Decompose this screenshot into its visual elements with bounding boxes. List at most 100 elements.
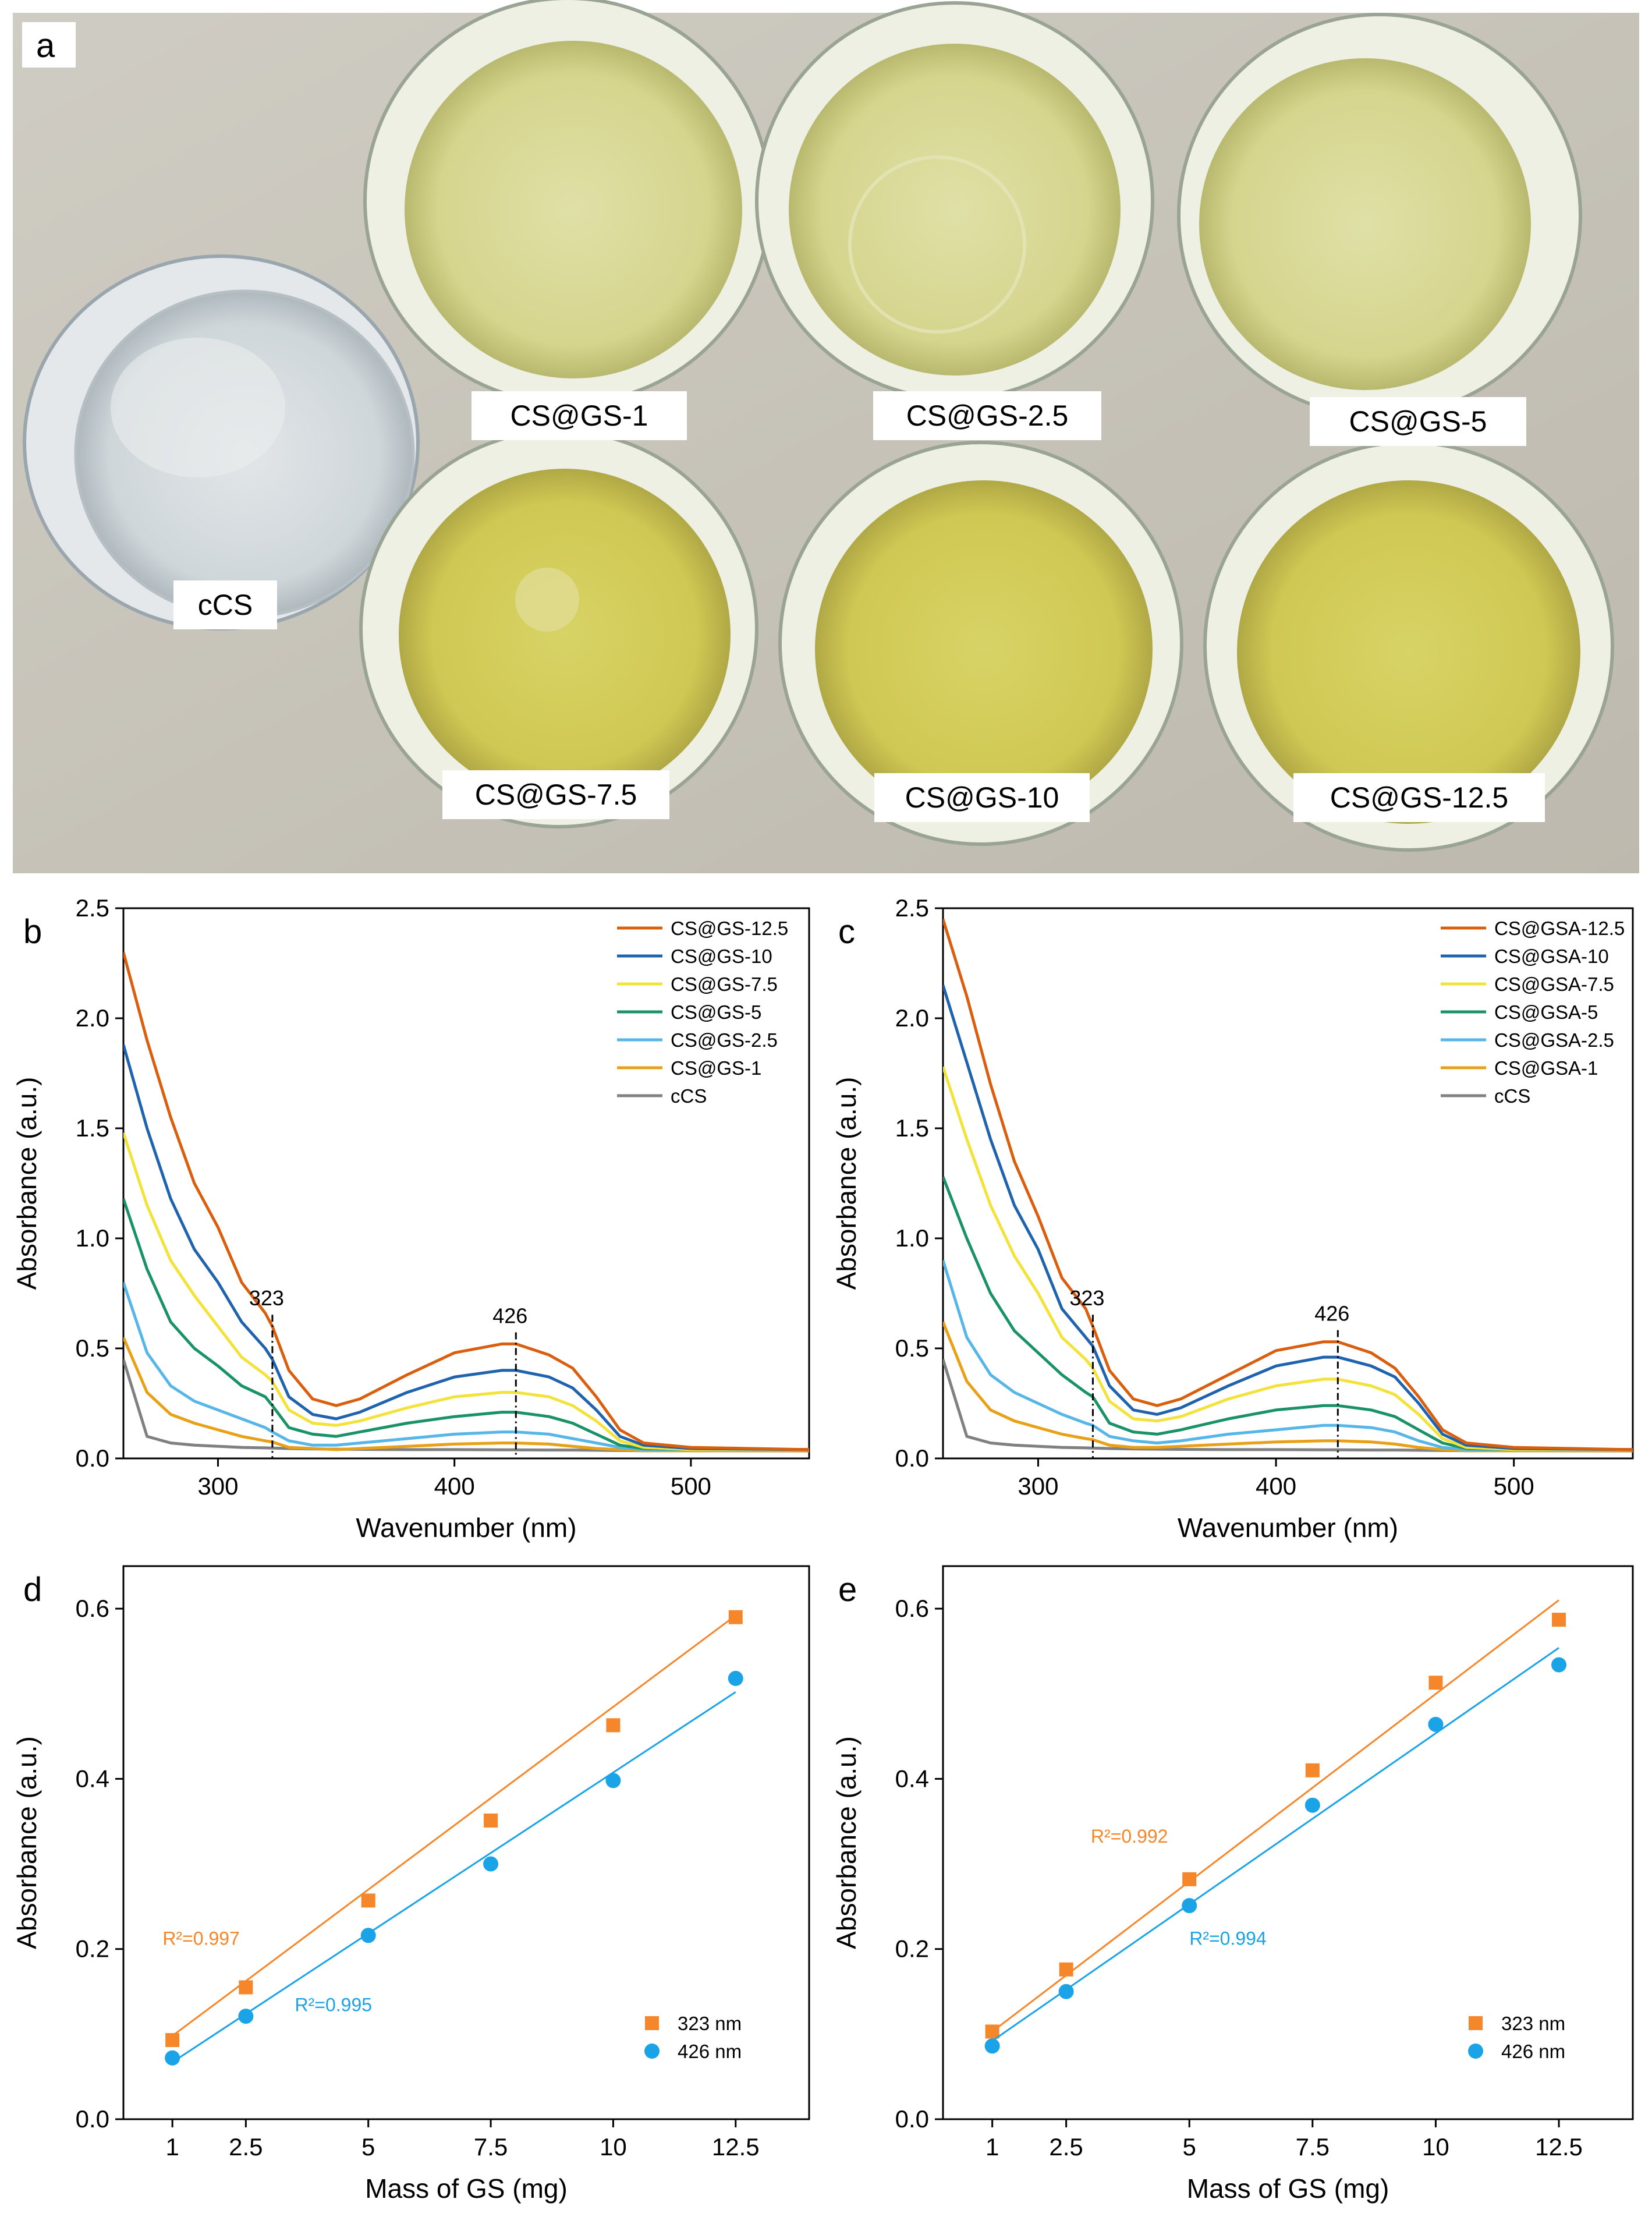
y-tick-label: 1.0 (76, 1224, 109, 1252)
series-line-CS@GS-10 (123, 1044, 809, 1451)
series-line-CS@GSA-1 (943, 1321, 1633, 1453)
x-tick-label: 2.5 (1049, 2133, 1083, 2161)
x-tick-label: 300 (1018, 1472, 1058, 1500)
data-point-323 nm (239, 1980, 253, 1995)
y-tick-label: 0.6 (895, 1595, 929, 1622)
legend-label-323 nm: 323 nm (1501, 2013, 1565, 2034)
data-point-323 nm (728, 1610, 743, 1624)
x-axis-title: Mass of GS (mg) (1187, 2173, 1389, 2204)
y-tick-label: 0.0 (76, 2105, 109, 2133)
label-gs-1: CS@GS-1 (511, 399, 648, 432)
y-axis-title: Absorbance (a.u.) (831, 1736, 862, 1949)
label-gs-12.5: CS@GS-12.5 (1330, 781, 1508, 814)
y-tick-label: 1.5 (76, 1114, 109, 1142)
x-tick-label: 10 (1422, 2133, 1449, 2161)
panel-letter-d: d (23, 1571, 42, 1609)
legend-label-cCS: cCS (671, 1085, 707, 1107)
x-tick-label: 2.5 (229, 2133, 263, 2161)
dish-gs-7.5 (359, 429, 758, 828)
series-line-CS@GSA-5 (943, 1176, 1633, 1451)
y-axis-title: Absorbance (a.u.) (12, 1077, 42, 1290)
y-tick-label: 2.0 (76, 1004, 109, 1032)
y-tick-label: 0.0 (76, 1444, 109, 1472)
x-tick-label: 5 (361, 2133, 375, 2161)
fit-line-426 nm (172, 1691, 736, 2063)
data-point-426 nm (483, 1856, 499, 1872)
annotation-label-323: 323 (249, 1286, 284, 1310)
data-point-323 nm (1552, 1613, 1566, 1627)
data-point-323 nm (1305, 1763, 1320, 1777)
chart-panel-b: b 0.0 0.5 1.0 1.5 2.0 2.5 300 400 500 Wavenumber (… (12, 894, 810, 1543)
panel-letter-b: b (23, 913, 42, 951)
dish-gs-5 (1177, 13, 1582, 418)
data-point-426 nm (238, 2009, 254, 2024)
legend-label-CS@GSA-5: CS@GSA-5 (1494, 1001, 1598, 1023)
series-line-CS@GSA-10 (943, 984, 1633, 1451)
legend-label-cCS: cCS (1494, 1085, 1530, 1107)
x-tick-label: 12.5 (712, 2133, 760, 2161)
series-line-CS@GS-12.5 (123, 951, 809, 1451)
data-point-323 nm (985, 2024, 999, 2039)
data-point-426 nm (165, 2050, 180, 2066)
legend-label-323 nm: 323 nm (678, 2013, 742, 2034)
x-axis-title: Wavenumber (nm) (1178, 1513, 1398, 1543)
series-line-cCS (943, 1359, 1633, 1453)
data-point-426 nm (1304, 1797, 1320, 1813)
dish-empty (23, 254, 420, 631)
legend-label-CS@GSA-12.5: CS@GSA-12.5 (1494, 918, 1625, 939)
data-point-426 nm (1182, 1898, 1197, 1914)
legend-label-CS@GS-2.5: CS@GS-2.5 (671, 1029, 778, 1051)
dish-gs-12.5 (1203, 441, 1614, 852)
legend-label-CS@GSA-1: CS@GSA-1 (1494, 1057, 1598, 1079)
label-gs-2.5: CS@GS-2.5 (906, 399, 1069, 432)
y-tick-label: 2.5 (895, 894, 929, 922)
legend-label-CS@GS-1: CS@GS-1 (671, 1057, 761, 1079)
x-tick-label: 1 (985, 2133, 999, 2161)
panel-letter-a: a (36, 27, 55, 65)
legend-marker-323 nm (645, 2016, 659, 2030)
data-point-426 nm (1551, 1657, 1567, 1673)
legend-marker-426 nm (1468, 2044, 1483, 2059)
y-tick-label: 0.6 (76, 1595, 109, 1622)
y-tick-label: 0.4 (76, 1765, 109, 1792)
dish-gs-1 (363, 0, 772, 405)
annotation-label-426: 426 (1314, 1302, 1349, 1326)
dish-gs-2.5 (755, 1, 1154, 401)
label-gs-5: CS@GS-5 (1349, 405, 1487, 438)
plot-frame (942, 907, 1634, 1460)
x-tick-label: 7.5 (474, 2133, 508, 2161)
x-tick-label: 1 (165, 2133, 179, 2161)
legend-label-CS@GS-12.5: CS@GS-12.5 (671, 918, 788, 939)
x-tick-label: 7.5 (1296, 2133, 1330, 2161)
series-line-CS@GS-7.5 (123, 1132, 809, 1451)
legend-label-CS@GSA-2.5: CS@GSA-2.5 (1494, 1029, 1614, 1051)
legend-label-426 nm: 426 nm (678, 2041, 742, 2062)
y-tick-label: 1.5 (895, 1114, 929, 1142)
y-axis-title: Absorbance (a.u.) (12, 1736, 42, 1949)
r2-label-323 nm: R²=0.992 (1091, 1826, 1168, 1847)
panel-letter-c: c (838, 913, 855, 951)
r2-label-426 nm: R²=0.994 (1189, 1928, 1267, 1949)
r2-label-323 nm: R²=0.997 (162, 1928, 240, 1949)
data-point-323 nm (1428, 1676, 1443, 1690)
y-tick-label: 2.0 (895, 1004, 929, 1032)
series-line-CS@GSA-7.5 (943, 1066, 1633, 1451)
x-tick-label: 400 (434, 1472, 475, 1500)
y-tick-label: 0.2 (895, 1935, 929, 1963)
series-line-CS@GS-5 (123, 1198, 809, 1451)
data-point-426 nm (1058, 1984, 1074, 1999)
chart-panel-c: c 0.0 0.5 1.0 1.5 2.0 2.5 300 400 500 Wavenumber (… (831, 894, 1634, 1543)
y-tick-label: 0.0 (895, 1444, 929, 1472)
data-point-323 nm (606, 1718, 621, 1733)
x-axis-title: Mass of GS (mg) (365, 2173, 568, 2204)
x-tick-label: 500 (1494, 1472, 1534, 1500)
annotation-label-323: 323 (1069, 1286, 1104, 1310)
legend-label-CS@GS-10: CS@GS-10 (671, 945, 772, 967)
dish-gs-10 (778, 441, 1183, 846)
data-point-426 nm (984, 2038, 1000, 2054)
panel-letter-e: e (838, 1571, 857, 1609)
x-tick-label: 12.5 (1535, 2133, 1583, 2161)
r2-label-426 nm: R²=0.995 (295, 1994, 373, 2015)
